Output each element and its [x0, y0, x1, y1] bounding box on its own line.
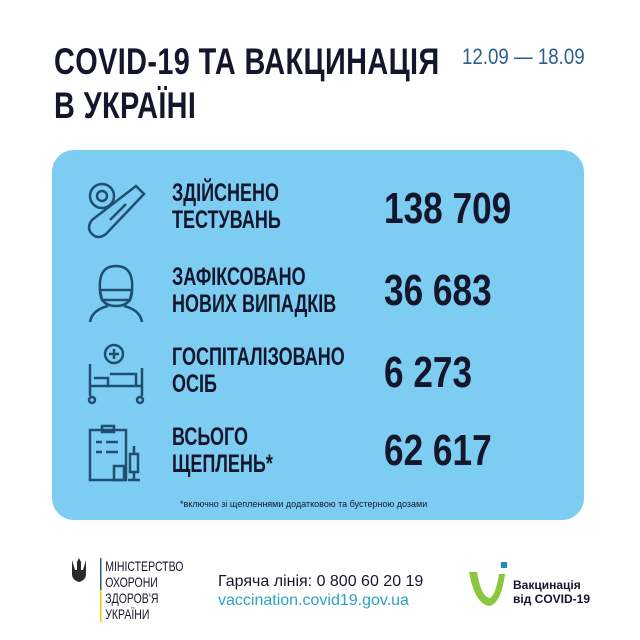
title-line-1: COVID-19 ТА ВАКЦИНАЦІЯ: [54, 41, 440, 82]
stat-label: ОСІБ: [172, 370, 217, 398]
title-line-2: В УКРАЇНІ: [54, 85, 197, 126]
ministry-line: МІНІСТЕРСТВО: [105, 558, 184, 574]
stat-value: 62 617: [384, 426, 492, 475]
stat-label: ЩЕПЛЕНЬ*: [172, 450, 273, 478]
page-title: COVID-19 ТА ВАКЦИНАЦІЯ В УКРАЇНІ: [54, 40, 440, 128]
stat-label: НОВИХ ВИПАДКІВ: [172, 290, 337, 318]
stat-label: ТЕСТУВАНЬ: [172, 206, 281, 234]
stat-value: 36 683: [384, 266, 492, 315]
clipboard-syringe-icon: [88, 424, 140, 482]
stats-card: ЗДІЙСНЕНО ТЕСТУВАНЬ 138 709 ЗАФІКСОВАНО НО…: [52, 150, 584, 520]
stat-value: 6 273: [384, 348, 473, 397]
stat-value: 138 709: [384, 184, 512, 233]
website-link[interactable]: vaccination.covid19.gov.ua: [218, 592, 409, 609]
date-range: 12.09 — 18.09: [462, 44, 585, 69]
stat-row-cases: ЗАФІКСОВАНО НОВИХ ВИПАДКІВ 36 683: [52, 250, 584, 330]
test-tube-virus-icon: [87, 182, 146, 239]
stat-row-tests: ЗДІЙСНЕНО ТЕСТУВАНЬ 138 709: [52, 168, 584, 248]
ministry-line: ЗДОРОВ'Я: [100, 590, 183, 606]
vaccination-logo-text: Вакцинація від COVID-19: [513, 578, 590, 606]
trident-icon: [72, 558, 86, 582]
stat-label: ЗДІЙСНЕНО: [172, 179, 280, 207]
ministry-logo: МІНІСТЕРСТВО ОХОРОНИ ЗДОРОВ'Я УКРАЇНИ: [70, 558, 183, 622]
stat-label: ЗАФІКСОВАНО: [172, 263, 306, 291]
logo-line: від COVID-19: [513, 592, 591, 606]
ministry-line: ОХОРОНИ: [105, 574, 158, 590]
contact-info: Гаряча лінія: 0 800 60 20 19 vaccination…: [218, 572, 423, 610]
stat-label: ВСЬОГО: [172, 423, 248, 451]
masked-person-icon: [88, 264, 144, 323]
stat-label: ГОСПІТАЛІЗОВАНО: [172, 343, 345, 371]
stat-row-hospitalized: ГОСПІТАЛІЗОВАНО ОСІБ 6 273: [52, 332, 584, 412]
hospital-bed-icon: [87, 343, 145, 405]
logo-line: Вакцинація: [513, 578, 581, 592]
hotline: Гаряча лінія: 0 800 60 20 19: [218, 573, 424, 590]
stat-row-vaccinations: ВСЬОГО ЩЕПЛЕНЬ* 62 617: [52, 412, 584, 492]
ministry-line: УКРАЇНИ: [100, 606, 183, 622]
footnote: *включно зі щепленнями додатковою та бус…: [180, 499, 428, 509]
vaccination-logo-icon: [469, 562, 507, 606]
